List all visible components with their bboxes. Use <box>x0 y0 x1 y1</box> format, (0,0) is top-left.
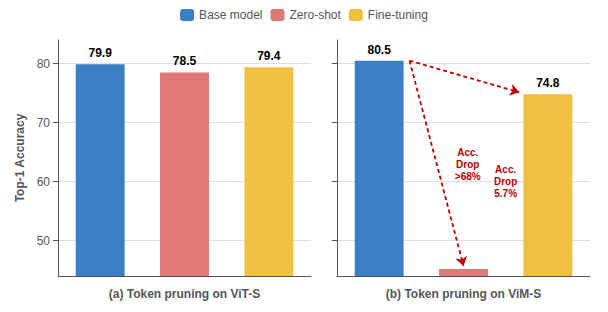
svg-text:78.5: 78.5 <box>173 54 197 68</box>
svg-text:80.5: 80.5 <box>367 43 391 57</box>
svg-text:74.8: 74.8 <box>536 76 560 90</box>
svg-text:79.4: 79.4 <box>257 49 281 63</box>
svg-text:5.7%: 5.7% <box>494 188 517 199</box>
svg-text:Acc.: Acc. <box>457 147 478 158</box>
svg-text:60: 60 <box>37 175 51 189</box>
svg-text:Top-1 Accuracy: Top-1 Accuracy <box>13 113 27 202</box>
svg-text:50: 50 <box>37 234 51 248</box>
svg-text:(a) Token pruning on ViT-S: (a) Token pruning on ViT-S <box>109 287 261 301</box>
svg-text:Base model: Base model <box>199 8 262 22</box>
svg-text:(b) Token pruning on ViM-S: (b) Token pruning on ViM-S <box>386 287 542 301</box>
svg-text:80: 80 <box>37 57 51 71</box>
svg-text:Drop: Drop <box>494 176 517 187</box>
svg-text:79.9: 79.9 <box>88 46 112 60</box>
svg-text:Drop: Drop <box>456 159 479 170</box>
svg-text:Acc.: Acc. <box>495 164 516 175</box>
svg-text:70: 70 <box>37 116 51 130</box>
svg-text:>68%: >68% <box>455 171 481 182</box>
svg-text:Zero-shot: Zero-shot <box>289 8 341 22</box>
svg-text:Fine-tuning: Fine-tuning <box>368 8 428 22</box>
